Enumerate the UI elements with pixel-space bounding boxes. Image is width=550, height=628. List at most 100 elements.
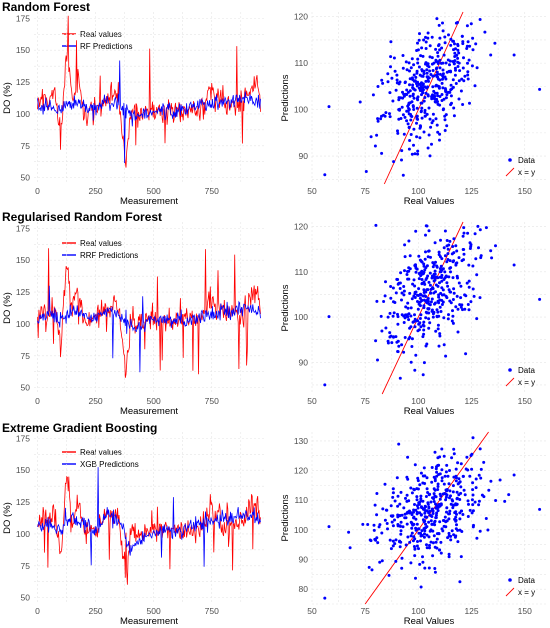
data-point [380, 114, 383, 118]
data-point [440, 476, 444, 480]
data-point [436, 323, 440, 327]
data-point [450, 319, 454, 323]
data-point [406, 535, 410, 539]
data-point [437, 23, 441, 27]
data-point [453, 51, 457, 55]
data-point [417, 287, 421, 291]
data-point [413, 368, 417, 372]
data-point [475, 317, 479, 321]
data-point [538, 507, 542, 511]
data-point [406, 301, 410, 305]
data-point [463, 493, 467, 497]
data-point [447, 552, 451, 556]
data-point [447, 517, 451, 521]
data-point [446, 252, 450, 256]
chart-0: 0 250 500 750 50 75 100 125 150 175 Measurement DO … [2, 12, 264, 207]
data-point [417, 277, 421, 281]
data-point [396, 504, 400, 508]
data-point [447, 555, 451, 559]
data-point [418, 296, 422, 300]
legend-real-label: Real values [80, 448, 122, 457]
data-point [402, 94, 406, 98]
data-point [482, 495, 486, 499]
data-point [435, 507, 439, 510]
data-point [466, 70, 470, 74]
x-tick-label: 250 [88, 606, 102, 616]
data-point [456, 48, 460, 52]
data-point [464, 352, 468, 356]
data-point [397, 96, 401, 100]
data-point [428, 55, 432, 59]
data-point [436, 485, 440, 488]
data-point [436, 327, 440, 331]
data-point [473, 232, 477, 236]
y-tick-label: 100 [16, 109, 30, 119]
x-axis-label: Real Values [404, 406, 455, 417]
data-point [427, 280, 431, 284]
data-point [490, 256, 494, 260]
data-point [397, 344, 401, 348]
data-point [437, 250, 441, 254]
data-point [427, 493, 431, 497]
data-point [425, 298, 429, 302]
data-point [450, 456, 454, 460]
data-point [455, 249, 459, 253]
data-point [456, 65, 460, 68]
series-line-real [37, 475, 261, 585]
data-point [410, 491, 414, 495]
legend-data-marker [508, 158, 512, 162]
y-axis-label: Predictions [280, 494, 291, 541]
data-point [407, 126, 411, 130]
data-point [452, 237, 456, 241]
data-point [415, 71, 419, 75]
data-point [457, 256, 461, 260]
data-point [440, 81, 444, 85]
data-point [390, 76, 394, 80]
data-point [468, 474, 472, 478]
data-point [431, 315, 435, 319]
data-point [458, 498, 462, 501]
data-point [457, 51, 461, 55]
data-point [468, 44, 472, 48]
data-point [398, 287, 402, 290]
data-point [461, 308, 464, 312]
data-point [427, 79, 430, 83]
data-point [426, 491, 430, 494]
data-point [415, 544, 419, 548]
data-point [444, 61, 448, 65]
data-point [416, 319, 420, 323]
data-point [433, 272, 437, 276]
data-point [489, 53, 493, 57]
data-point [433, 520, 437, 524]
data-point [454, 476, 458, 480]
data-point [395, 78, 399, 82]
y-axis-label: DO (%) [2, 82, 13, 114]
data-point [468, 508, 472, 512]
data-point [453, 73, 457, 77]
data-point [449, 43, 453, 47]
data-point [455, 261, 459, 265]
data-point [446, 258, 450, 261]
data-point [327, 525, 331, 529]
data-point [467, 502, 470, 506]
data-point [427, 520, 431, 524]
data-point [427, 535, 431, 539]
data-point [466, 40, 470, 44]
data-point [393, 69, 397, 73]
data-point [435, 537, 439, 541]
data-point [452, 447, 456, 451]
data-point [421, 271, 425, 275]
data-point [423, 257, 427, 261]
data-point [421, 373, 425, 377]
data-point [411, 539, 415, 543]
data-point [419, 494, 423, 498]
data-point [422, 332, 426, 336]
data-point [466, 515, 470, 518]
data-point [380, 151, 384, 155]
data-point [405, 88, 409, 92]
data-point [417, 65, 421, 69]
x-tick-label: 750 [205, 606, 219, 616]
data-point [387, 573, 391, 577]
data-point [466, 499, 470, 503]
y-tick-label: 175 [16, 13, 30, 23]
